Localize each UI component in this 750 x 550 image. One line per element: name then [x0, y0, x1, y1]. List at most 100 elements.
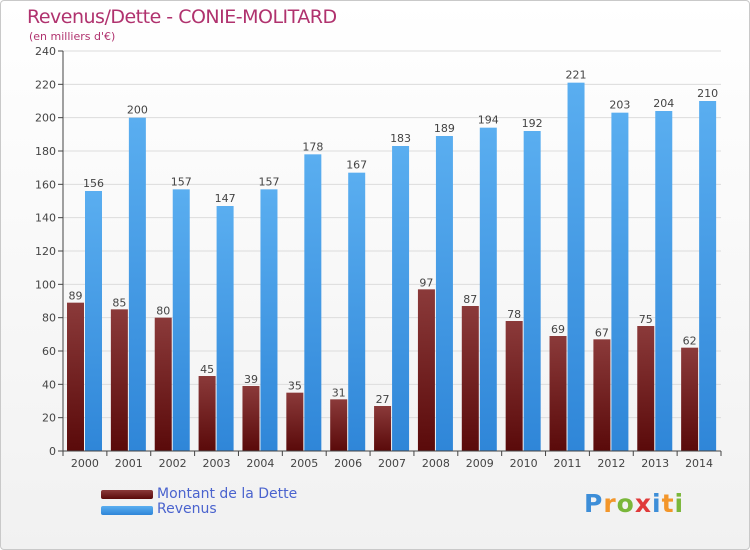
revenue-value-label: 192 [522, 117, 543, 130]
chart-subtitle: (en milliers d'€) [29, 30, 116, 43]
y-tick-label: 80 [42, 312, 56, 325]
revenue-bar [567, 82, 585, 452]
debt-value-label: 35 [288, 380, 302, 393]
x-tick-label: 2009 [466, 457, 494, 470]
bars [67, 82, 717, 452]
y-tick-label: 60 [42, 345, 56, 358]
y-tick-label: 240 [35, 45, 56, 58]
revenue-value-label: 210 [697, 87, 718, 100]
y-tick-label: 140 [35, 212, 56, 225]
revenue-bar [172, 189, 190, 452]
revenue-value-label: 147 [215, 192, 236, 205]
revenue-value-label: 204 [653, 97, 674, 110]
revenue-bar [128, 117, 146, 452]
debt-value-label: 31 [332, 386, 346, 399]
debt-bar [198, 376, 216, 451]
revenue-bar [304, 154, 322, 452]
revenue-value-label: 203 [609, 99, 630, 112]
x-tick-label: 2000 [71, 457, 99, 470]
x-tick-label: 2010 [510, 457, 538, 470]
revenue-bar [655, 111, 673, 451]
revenue-value-label: 157 [258, 175, 279, 188]
debt-bar [110, 309, 128, 451]
debt-bar [505, 321, 523, 451]
y-tick-label: 40 [42, 378, 56, 391]
x-tick-label: 2007 [378, 457, 406, 470]
logo-letter: r [603, 489, 617, 518]
debt-value-label: 89 [69, 290, 83, 303]
revenue-bar [348, 172, 366, 451]
debt-bar [593, 339, 611, 451]
x-tick-label: 2011 [553, 457, 581, 470]
revenue-bar [216, 206, 234, 451]
revenue-bar [392, 146, 410, 451]
legend-label-revenue: Revenus [157, 501, 217, 517]
debt-value-label: 85 [112, 296, 126, 309]
debt-bar [681, 347, 699, 451]
debt-value-label: 75 [639, 313, 653, 326]
y-tick-label: 180 [35, 145, 56, 158]
x-tick-label: 2013 [641, 457, 669, 470]
x-tick-label: 2004 [246, 457, 274, 470]
debt-bar [637, 326, 655, 451]
revenue-value-label: 221 [566, 69, 587, 82]
x-tick-label: 2002 [159, 457, 187, 470]
x-tick-label: 2006 [334, 457, 362, 470]
x-tick-label: 2014 [685, 457, 713, 470]
debt-value-label: 87 [463, 293, 477, 306]
legend-swatch-revenue [101, 506, 153, 515]
revenue-value-label: 189 [434, 122, 455, 135]
revenue-value-label: 156 [83, 177, 104, 190]
chart-title: Revenus/Dette - CONIE-MOLITARD [27, 6, 337, 28]
debt-bar [154, 317, 172, 451]
debt-value-label: 45 [200, 363, 214, 376]
debt-bar [374, 406, 392, 451]
debt-value-label: 78 [507, 308, 521, 321]
x-tick-label: 2001 [115, 457, 143, 470]
logo-letter: t [661, 489, 675, 518]
axes: 0 20 40 60 80 100 120 140 160 180 200 220 240 2000 200… [35, 45, 722, 470]
revenue-bar [523, 131, 541, 451]
legend-swatch-debt [101, 490, 153, 499]
x-tick-label: 2008 [422, 457, 450, 470]
logo-letter: i [674, 489, 685, 518]
debt-bar [330, 399, 348, 451]
revenue-value-label: 178 [302, 140, 323, 153]
logo-letter: i [652, 489, 662, 518]
debt-bar [286, 392, 304, 451]
y-tick-label: 0 [49, 445, 56, 458]
bar-chart: 8915685200801574514739157351783116727183… [35, 45, 722, 470]
debt-value-label: 97 [419, 276, 433, 289]
y-tick-label: 160 [35, 178, 56, 191]
debt-value-label: 39 [244, 373, 258, 386]
revenue-value-label: 183 [390, 132, 411, 145]
proxiti-logo: Proxiti [584, 489, 684, 518]
debt-value-label: 62 [683, 335, 697, 348]
revenue-value-label: 194 [478, 114, 499, 127]
debt-bar [242, 386, 260, 451]
revenue-bar [479, 127, 497, 452]
debt-bar [549, 336, 567, 451]
debt-bar [417, 289, 435, 451]
logo-letter: P [584, 489, 604, 518]
y-tick-label: 220 [35, 78, 56, 91]
debt-bar [67, 302, 84, 451]
x-tick-label: 2005 [290, 457, 318, 470]
y-tick-label: 100 [35, 278, 56, 291]
revenue-bar [85, 191, 102, 451]
x-tick-label: 2012 [597, 457, 625, 470]
value-labels: 89 156 85 200 80 157 45 147 39 157 35 178 31 167 27 183… [69, 69, 719, 406]
revenue-bar [611, 112, 629, 452]
y-tick-label: 20 [42, 412, 56, 425]
debt-bar [461, 306, 479, 451]
y-tick-label: 120 [35, 245, 56, 258]
debt-value-label: 80 [156, 305, 170, 318]
logo-letter: x [634, 489, 652, 518]
y-tick-label: 200 [35, 112, 56, 125]
revenue-bar [260, 189, 278, 452]
revenue-bar [699, 101, 717, 451]
debt-value-label: 67 [595, 326, 609, 339]
revenue-bar [435, 136, 453, 451]
debt-value-label: 27 [376, 393, 390, 406]
